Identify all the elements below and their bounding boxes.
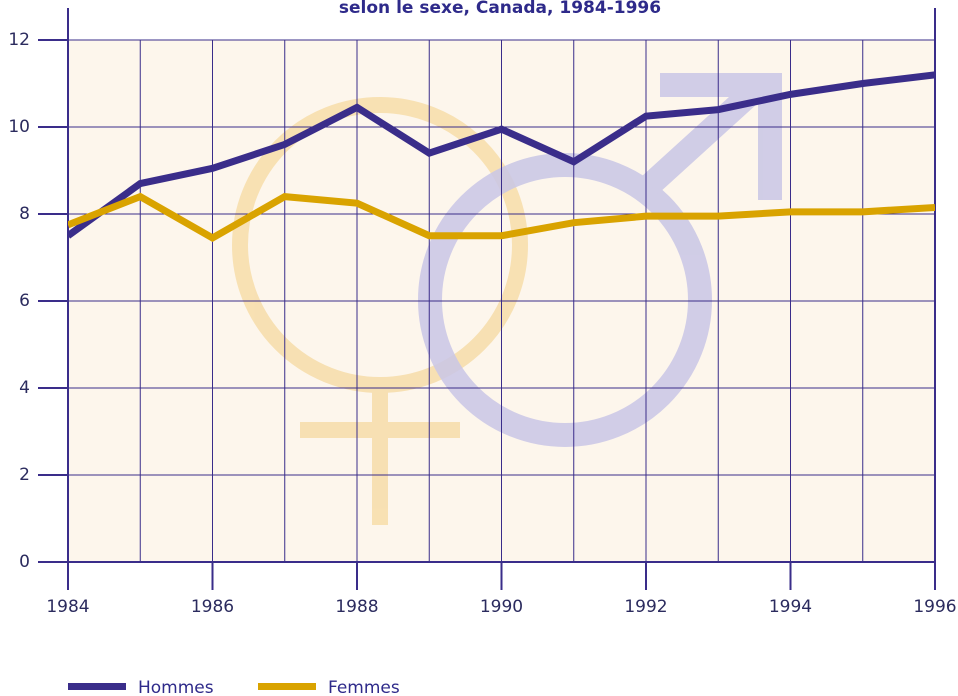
- x-tick-label: 1984: [46, 597, 89, 617]
- legend-label: Femmes: [328, 678, 400, 696]
- x-tick-label: 1992: [624, 597, 667, 617]
- x-tick-label: 1996: [913, 597, 956, 617]
- legend-swatch: [68, 683, 126, 690]
- x-tick-label: 1988: [335, 597, 378, 617]
- y-tick-label: 8: [19, 204, 30, 224]
- y-tick-label: 6: [19, 291, 30, 311]
- y-tick-label: 10: [8, 117, 30, 137]
- legend-label: Hommes: [138, 678, 214, 696]
- series-line: [68, 71, 935, 239]
- y-tick-label: 2: [19, 465, 30, 485]
- legend-swatch: [258, 683, 316, 690]
- y-tick-label: 12: [8, 30, 30, 50]
- series-line: [68, 192, 935, 242]
- female-symbol: [232, 97, 528, 525]
- y-tick-label: 4: [19, 378, 30, 398]
- chart-title: selon le sexe, Canada, 1984-1996: [339, 0, 661, 18]
- x-tick-label: 1990: [480, 597, 523, 617]
- x-tick-label: 1986: [191, 597, 234, 617]
- x-tick-label: 1994: [769, 597, 812, 617]
- y-tick-label: 0: [19, 552, 30, 572]
